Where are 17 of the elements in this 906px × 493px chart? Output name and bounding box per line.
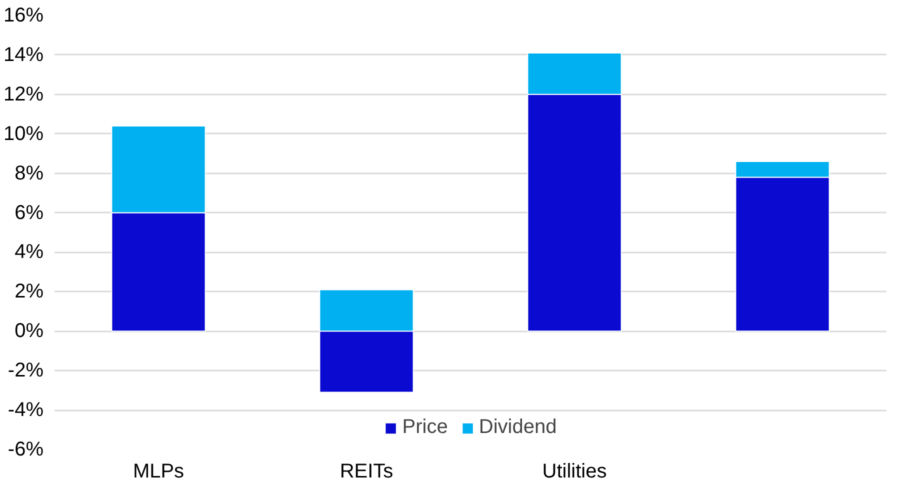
x-tick-label: REITs [340, 460, 394, 482]
y-tick-label: -4% [8, 399, 44, 422]
y-tick-label: -2% [8, 360, 44, 382]
legend-label: Dividend [478, 416, 557, 439]
y-tick-label: 14% [3, 44, 44, 66]
y-tick-label: 10% [3, 122, 44, 145]
y-tick-label: -6% [8, 438, 44, 460]
y-tick-label: 2% [14, 280, 44, 303]
x-tick-label: MLPs [132, 460, 184, 482]
legend-label: Price [402, 416, 448, 439]
y-tick-label: 8% [14, 162, 44, 184]
y-tick-label: 6% [14, 202, 44, 224]
y-tick-label: 12% [3, 83, 44, 106]
y-tick-label: 0% [14, 320, 44, 342]
x-tick-label: Utilities [542, 460, 607, 482]
y-tick-label: 16% [3, 4, 44, 26]
y-tick-label: 4% [14, 241, 44, 264]
